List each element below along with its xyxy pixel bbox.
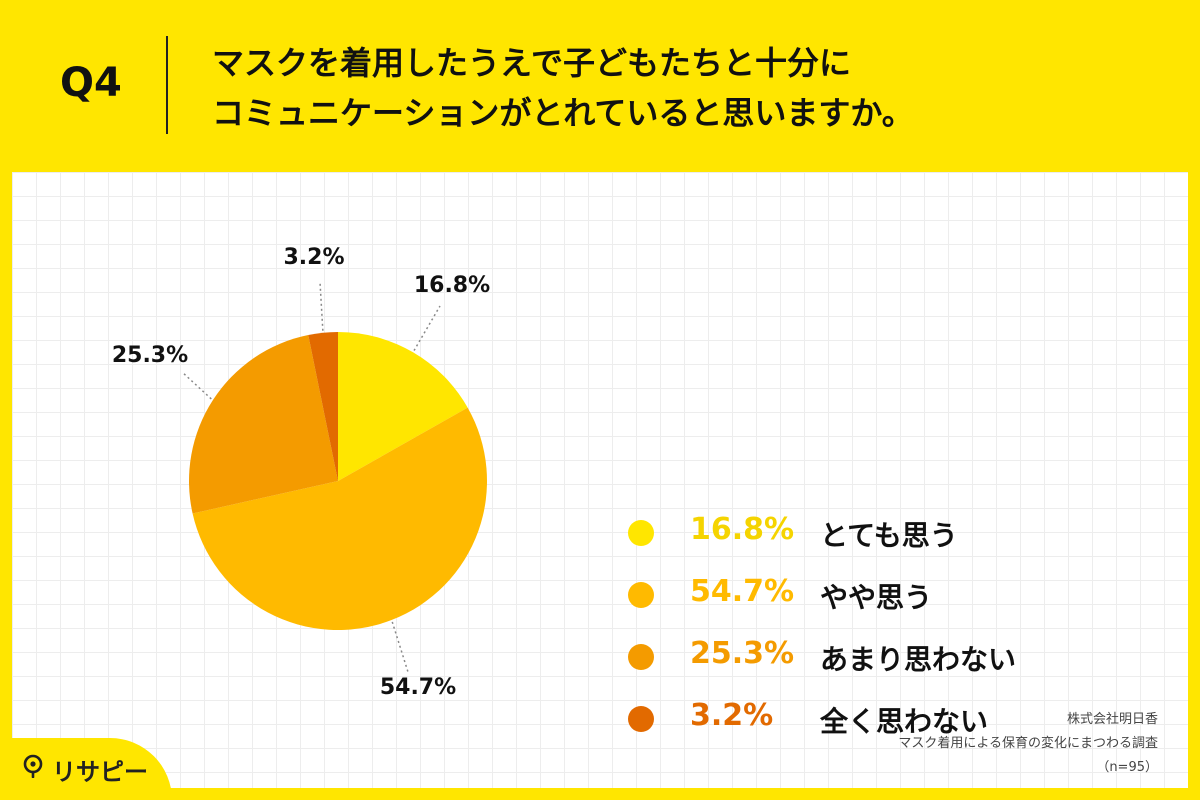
header: Q4 マスクを着用したうえで子どもたちと十分に コミュニケーションがとれていると… <box>0 0 1200 170</box>
legend-item: 54.7% やや思う <box>612 570 1112 632</box>
legend-percent: 25.3% <box>690 636 795 671</box>
data-label-0: 16.8% <box>414 273 490 298</box>
leader-line-1 <box>391 621 409 673</box>
source-company: 株式会社明日香 <box>1066 712 1158 727</box>
source-sample: （n=95） <box>1096 760 1158 775</box>
data-label-3: 3.2% <box>283 245 344 270</box>
legend-swatch-0 <box>628 520 654 546</box>
legend-percent: 3.2% <box>690 698 774 733</box>
source-survey: マスク着用による保育の変化にまつわる調査 <box>898 736 1158 751</box>
question-title-line-1: マスクを着用したうえで子どもたちと十分に <box>212 44 852 82</box>
legend-swatch-3 <box>628 706 654 732</box>
legend-item: 16.8% とても思う <box>612 508 1112 570</box>
pie-slice-3 <box>308 332 338 481</box>
leader-line-3 <box>319 281 324 331</box>
question-label: Q4 <box>60 60 122 106</box>
legend-label: 全く思わない <box>820 705 989 738</box>
legend-percent: 54.7% <box>690 574 795 609</box>
legend: 16.8% とても思う 54.7% やや思う 25.3% あまり思わない 3.2… <box>612 508 1112 756</box>
legend-swatch-2 <box>628 644 654 670</box>
legend-item: 25.3% あまり思わない <box>612 632 1112 694</box>
legend-percent: 16.8% <box>690 512 795 547</box>
pie-chart: 16.8% 54.7% 25.3% 3.2% <box>112 245 490 700</box>
legend-label: あまり思わない <box>820 643 1017 676</box>
pie-slice-0 <box>338 332 468 481</box>
header-divider <box>166 36 168 134</box>
source-note: 株式会社明日香 マスク着用による保育の変化にまつわる調査 （n=95） <box>898 708 1158 780</box>
legend-label: とても思う <box>820 519 958 552</box>
legend-label: やや思う <box>820 581 933 614</box>
legend-item: 3.2% 全く思わない <box>612 694 1112 756</box>
pie-slice-1 <box>192 407 487 630</box>
legend-swatch-1 <box>628 582 654 608</box>
question-title-line-2: コミュニケーションがとれていると思いますか。 <box>212 94 914 132</box>
chart-panel: 16.8% 54.7% 25.3% 3.2% 16.8% とても思う 54.7% やや… <box>12 172 1188 788</box>
brand-logo: リサピー <box>0 738 172 800</box>
question-title: マスクを着用したうえで子どもたちと十分に コミュニケーションがとれていると思いま… <box>212 38 1172 138</box>
pie-slice-2 <box>189 335 338 514</box>
brand-logo-text: リサピー <box>52 758 148 786</box>
data-label-1: 54.7% <box>380 675 456 700</box>
leader-line-0 <box>413 305 441 351</box>
leader-line-2 <box>181 371 212 400</box>
data-label-2: 25.3% <box>112 343 188 368</box>
magnifier-lightbulb-icon <box>23 754 43 778</box>
